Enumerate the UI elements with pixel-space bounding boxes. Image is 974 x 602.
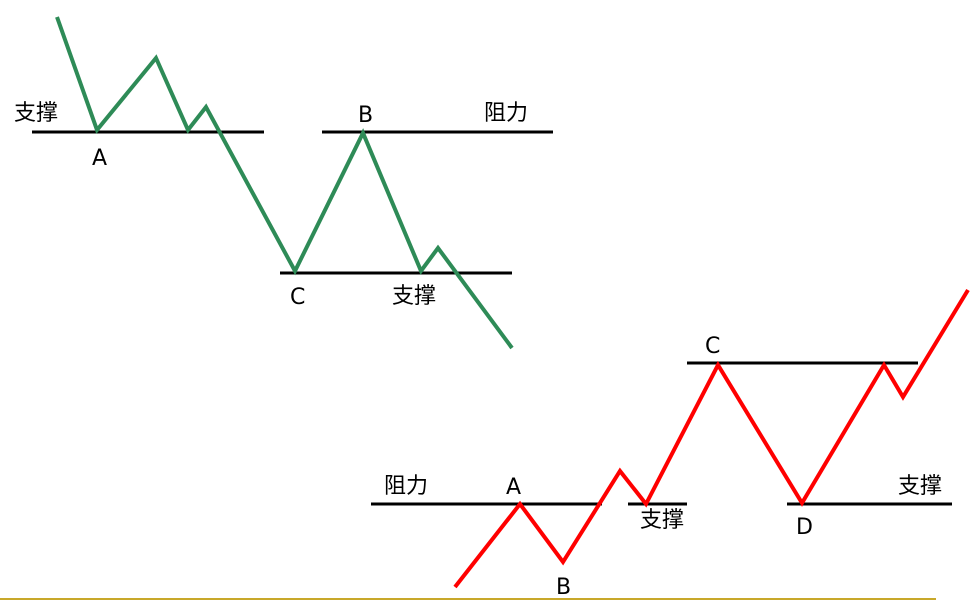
uptrend-diagram: 阻力 A B 支撑 C D 支撑 (371, 288, 970, 600)
point-a-label-bottom: A (506, 475, 521, 500)
point-a-label-top: A (92, 146, 107, 171)
support-label-top-right: 支撑 (392, 284, 436, 309)
point-b-label-top: B (358, 103, 373, 128)
resistance-label-top: 阻力 (484, 101, 528, 126)
support-label-bottom-right: 支撑 (898, 474, 942, 499)
uptrend-price-line (453, 288, 970, 589)
point-c-label-bottom: C (705, 334, 720, 359)
support-label-top-left: 支撑 (14, 101, 58, 126)
point-c-label-top: C (290, 285, 305, 310)
point-d-label-bottom: D (796, 515, 813, 540)
support-label-bottom-middle: 支撑 (640, 508, 684, 533)
downtrend-diagram: 支撑 A B 阻力 C 支撑 (14, 16, 553, 350)
point-b-label-bottom: B (556, 575, 571, 600)
resistance-label-bottom: 阻力 (384, 474, 428, 499)
downtrend-price-line (55, 16, 514, 350)
